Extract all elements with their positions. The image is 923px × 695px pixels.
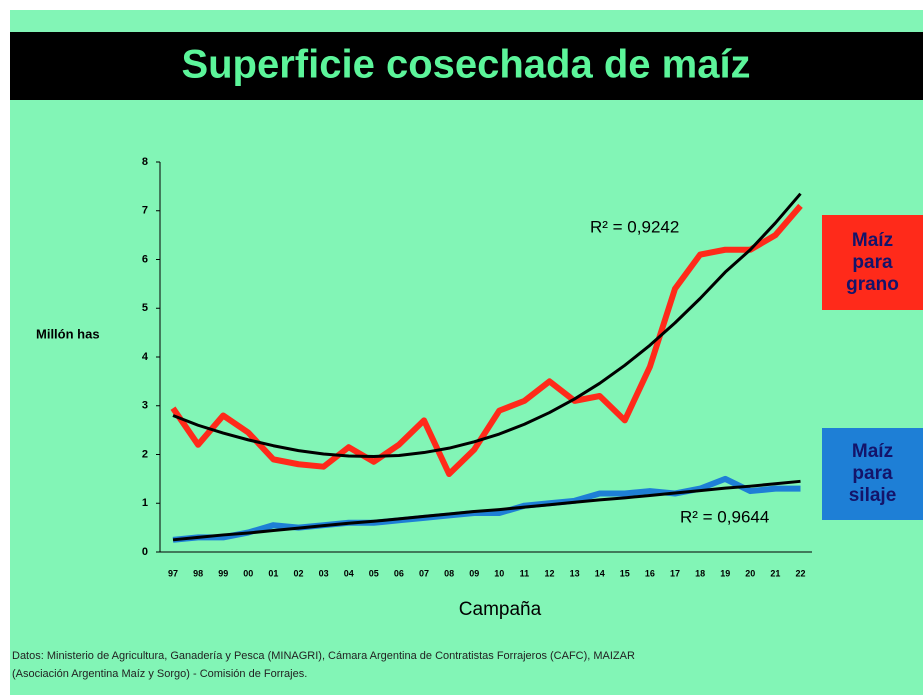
x-tick-label: 00	[243, 568, 253, 578]
x-tick-label: 16	[645, 568, 655, 578]
legend-label: Maíz para grano	[846, 229, 899, 295]
x-tick-label: 08	[444, 568, 454, 578]
x-tick-label: 99	[218, 568, 228, 578]
legend-label: Maíz para silaje	[848, 441, 897, 506]
x-tick-label: 12	[544, 568, 554, 578]
y-tick-label: 7	[142, 205, 148, 217]
x-tick-label: 14	[595, 568, 605, 578]
x-tick-label: 03	[319, 568, 329, 578]
y-tick-label: 5	[142, 302, 148, 314]
footer: (Asociación Argentina Maíz y Sorgo) - Co…	[12, 668, 307, 680]
legend-item: Maíz para grano	[822, 215, 923, 310]
data-line	[170, 203, 803, 477]
x-tick-label: 21	[770, 568, 780, 578]
y-tick-label: 6	[142, 253, 148, 265]
x-tick-label: 02	[293, 568, 303, 578]
footer: Datos: Ministerio de Agricultura, Ganade…	[12, 650, 635, 662]
x-tick-label: 22	[795, 568, 805, 578]
y-axis-label: Millón has	[36, 326, 100, 341]
x-axis-label: Campaña	[459, 599, 542, 620]
y-tick-label: 2	[142, 448, 148, 460]
annotation: R² = 0,9644	[680, 507, 769, 526]
data-line	[172, 475, 801, 543]
trend-line	[172, 192, 802, 458]
x-tick-label: 07	[419, 568, 429, 578]
legend-item: Maíz para silaje	[822, 428, 923, 520]
x-tick-label: 11	[520, 568, 530, 578]
x-tick-label: 19	[720, 568, 730, 578]
x-tick-label: 18	[695, 568, 705, 578]
chart-title: Superficie cosechada de maíz	[181, 43, 750, 87]
x-tick-label: 06	[394, 568, 404, 578]
y-tick-label: 8	[142, 156, 148, 168]
x-tick-label: 15	[620, 568, 630, 578]
title-bar	[10, 32, 923, 100]
x-tick-label: 10	[494, 568, 504, 578]
x-tick-label: 20	[745, 568, 755, 578]
x-tick-label: 04	[344, 568, 354, 578]
x-tick-label: 98	[193, 568, 203, 578]
trend-line	[172, 479, 801, 542]
y-tick-label: 0	[142, 546, 148, 558]
x-tick-label: 05	[369, 568, 379, 578]
y-tick-label: 4	[142, 351, 149, 363]
background	[10, 10, 923, 695]
x-tick-label: 17	[670, 568, 680, 578]
annotation: R² = 0,9242	[590, 217, 679, 236]
x-tick-label: 13	[570, 568, 580, 578]
y-tick-label: 3	[142, 400, 148, 412]
x-tick-label: 01	[268, 568, 278, 578]
x-tick-label: 09	[469, 568, 479, 578]
y-tick-label: 1	[142, 497, 148, 509]
x-tick-label: 97	[168, 568, 178, 578]
